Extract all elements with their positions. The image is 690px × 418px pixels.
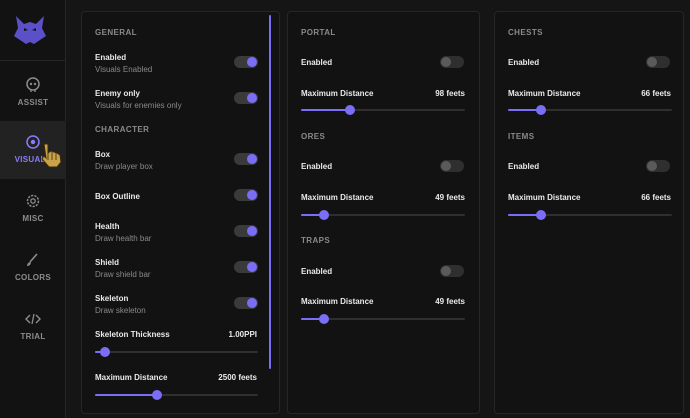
traps-distance-value: 49 feets: [435, 297, 465, 306]
box-outline-label: Box Outline: [95, 192, 140, 201]
scrollbar[interactable]: [269, 15, 271, 369]
enemy-only-toggle[interactable]: [234, 92, 258, 104]
items-enabled-toggle[interactable]: [646, 160, 670, 172]
traps-enabled-label: Enabled: [301, 267, 333, 276]
chests-distance-label: Maximum Distance: [508, 89, 581, 98]
enemy-only-label: Enemy only: [95, 89, 140, 98]
items-distance-value: 66 feets: [641, 193, 671, 202]
max-distance-slider[interactable]: [95, 390, 258, 400]
section-character: CHARACTER: [95, 125, 150, 134]
sidebar-item-assist[interactable]: ASSIST: [0, 64, 66, 122]
section-traps: TRAPS: [301, 236, 331, 245]
portal-enabled-toggle[interactable]: [440, 56, 464, 68]
items-distance-label: Maximum Distance: [508, 193, 581, 202]
box-toggle[interactable]: [234, 153, 258, 165]
eye-icon: [26, 135, 40, 149]
sidebar-item-misc[interactable]: MISC: [0, 180, 66, 238]
skeleton-thickness-value: 1.00PPI: [228, 330, 257, 339]
portal-distance-slider[interactable]: [301, 105, 465, 115]
sidebar-item-label: TRIAL: [20, 332, 46, 341]
chests-enabled-label: Enabled: [508, 58, 540, 67]
traps-distance-label: Maximum Distance: [301, 297, 374, 306]
items-distance-slider[interactable]: [508, 210, 672, 220]
portal-distance-value: 98 feets: [435, 89, 465, 98]
section-ores: ORES: [301, 132, 326, 141]
chests-distance-value: 66 feets: [641, 89, 671, 98]
box-outline-toggle[interactable]: [234, 189, 258, 201]
ores-distance-value: 49 feets: [435, 193, 465, 202]
sidebar-item-colors[interactable]: COLORS: [0, 239, 66, 297]
sidebar-item-trial[interactable]: TRIAL: [0, 298, 66, 356]
section-items: ITEMS: [508, 132, 535, 141]
chests-distance-slider[interactable]: [508, 105, 672, 115]
skeleton-toggle[interactable]: [234, 297, 258, 309]
enabled-description: Visuals Enabled: [95, 65, 153, 74]
health-toggle[interactable]: [234, 225, 258, 237]
enemy-only-description: Visuals for enemies only: [95, 101, 182, 110]
sidebar-item-visuals[interactable]: VISUALS: [0, 121, 66, 179]
enabled-label: Enabled: [95, 53, 127, 62]
enabled-toggle[interactable]: [234, 56, 258, 68]
max-distance-value: 2500 feets: [218, 373, 257, 382]
portal-distance-label: Maximum Distance: [301, 89, 374, 98]
sidebar-item-label: COLORS: [14, 273, 52, 282]
skeleton-thickness-slider[interactable]: [95, 347, 258, 357]
skull-icon: [26, 77, 40, 92]
loot-panel: CHESTS Enabled Maximum Distance 66 feets…: [494, 11, 684, 414]
objects-panel: PORTAL Enabled Maximum Distance 98 feets…: [287, 11, 480, 414]
ores-distance-slider[interactable]: [301, 210, 465, 220]
skeleton-label: Skeleton: [95, 294, 129, 303]
box-description: Draw player box: [95, 162, 153, 171]
ores-enabled-toggle[interactable]: [440, 160, 464, 172]
skeleton-thickness-label: Skeleton Thickness: [95, 330, 170, 339]
code-icon: [25, 313, 41, 325]
sidebar-item-label: ASSIST: [17, 98, 49, 107]
section-chests: CHESTS: [508, 28, 543, 37]
nav-divider: [0, 60, 66, 61]
gear-icon: [26, 194, 40, 208]
health-description: Draw health bar: [95, 234, 152, 243]
sidebar: ASSIST VISUALS MISC COLORS TRIAL: [0, 0, 66, 418]
max-distance-label: Maximum Distance: [95, 373, 168, 382]
brush-icon: [27, 253, 38, 266]
chests-enabled-toggle[interactable]: [646, 56, 670, 68]
section-general: GENERAL: [95, 28, 137, 37]
shield-label: Shield: [95, 258, 120, 267]
shield-description: Draw shield bar: [95, 270, 151, 279]
portal-enabled-label: Enabled: [301, 58, 333, 67]
sidebar-item-label: MISC: [22, 214, 44, 223]
ores-distance-label: Maximum Distance: [301, 193, 374, 202]
section-portal: PORTAL: [301, 28, 336, 37]
ores-enabled-label: Enabled: [301, 162, 333, 171]
health-label: Health: [95, 222, 120, 231]
shield-toggle[interactable]: [234, 261, 258, 273]
sidebar-item-label: VISUALS: [14, 155, 52, 164]
traps-enabled-toggle[interactable]: [440, 265, 464, 277]
box-label: Box: [95, 150, 111, 159]
general-panel: GENERAL Enabled Visuals Enabled Enemy on…: [81, 11, 280, 414]
wolf-logo-icon: [14, 16, 46, 44]
items-enabled-label: Enabled: [508, 162, 540, 171]
skeleton-description: Draw skeleton: [95, 306, 146, 315]
traps-distance-slider[interactable]: [301, 314, 465, 324]
